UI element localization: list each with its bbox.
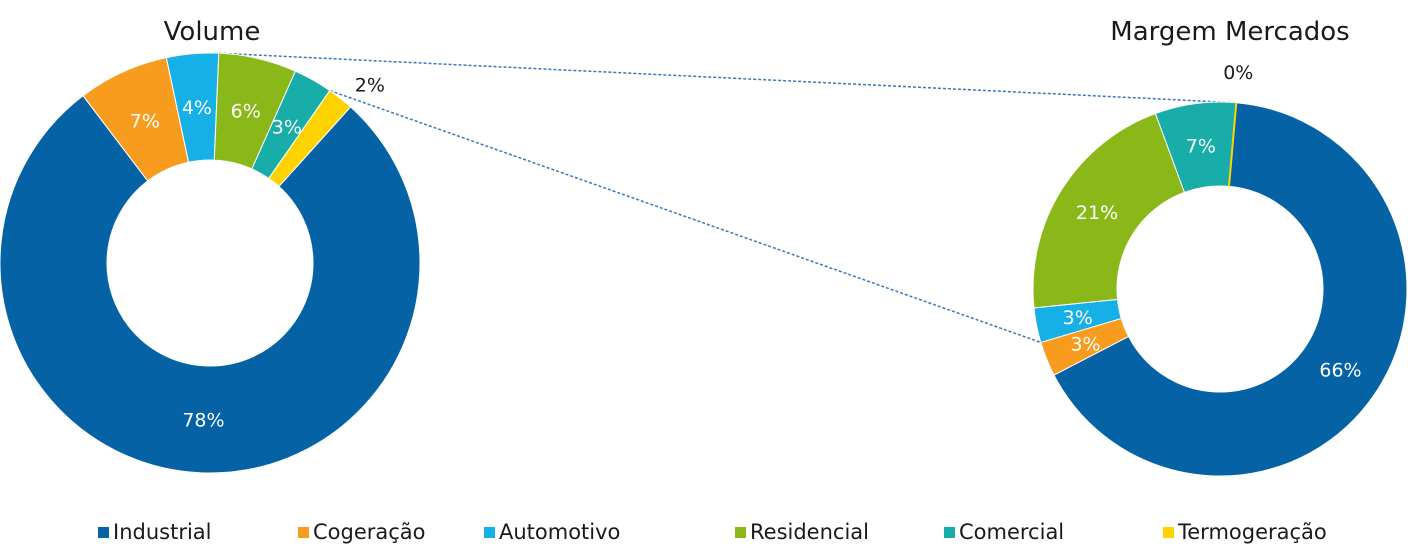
chart-legend: Industrial Cogeração Automotivo Residencial… <box>98 520 1327 544</box>
legend-swatch-cogeracao <box>298 527 309 538</box>
legend-swatch-termogeracao <box>1163 527 1174 538</box>
volume-label-industrial: 78% <box>182 409 224 431</box>
legend-label-residencial: Residencial <box>750 520 869 544</box>
connector-line-bottom <box>329 89 1042 344</box>
margin-chart-title: Margem Mercados <box>1110 17 1349 47</box>
legend-label-comercial: Comercial <box>959 520 1064 544</box>
legend-label-cogeracao: Cogeração <box>313 520 426 544</box>
volume-chart-title: Volume <box>164 17 261 47</box>
volume-label-termogeracao: 2% <box>355 74 385 96</box>
margin-label-cogeracao: 3% <box>1070 333 1100 355</box>
margin-label-residencial: 21% <box>1076 202 1118 224</box>
margin-label-comercial: 7% <box>1186 135 1216 157</box>
legend-label-automotivo: Automotivo <box>499 520 620 544</box>
volume-label-automotivo: 4% <box>182 97 212 119</box>
legend-swatch-industrial <box>98 527 109 538</box>
margin-label-industrial: 66% <box>1319 360 1361 382</box>
margin-slice-termogeracao <box>1227 102 1238 187</box>
volume-label-comercial: 3% <box>272 117 302 139</box>
legend-swatch-automotivo <box>484 527 495 538</box>
margin-label-termogeracao: 0% <box>1223 62 1253 84</box>
margin-donut-chart: 66% 3% 3% 21% 7% 0% <box>1032 62 1408 477</box>
volume-slice-industrial <box>0 95 421 474</box>
volume-label-cogeracao: 7% <box>130 111 160 133</box>
legend-swatch-comercial <box>944 527 955 538</box>
margin-slice-industrial <box>1053 102 1408 477</box>
legend-swatch-residencial <box>735 527 746 538</box>
volume-label-residencial: 6% <box>231 101 261 123</box>
margin-slice-residencial <box>1032 112 1186 309</box>
volume-slice-termogeracao <box>268 89 352 188</box>
legend-label-termogeracao: Termogeração <box>1177 520 1327 544</box>
volume-donut-chart: 78% 7% 4% 6% 3% 2% <box>0 52 421 474</box>
legend-label-industrial: Industrial <box>113 520 212 544</box>
connector-lines <box>218 52 1237 344</box>
margin-label-automotivo: 3% <box>1063 307 1093 329</box>
